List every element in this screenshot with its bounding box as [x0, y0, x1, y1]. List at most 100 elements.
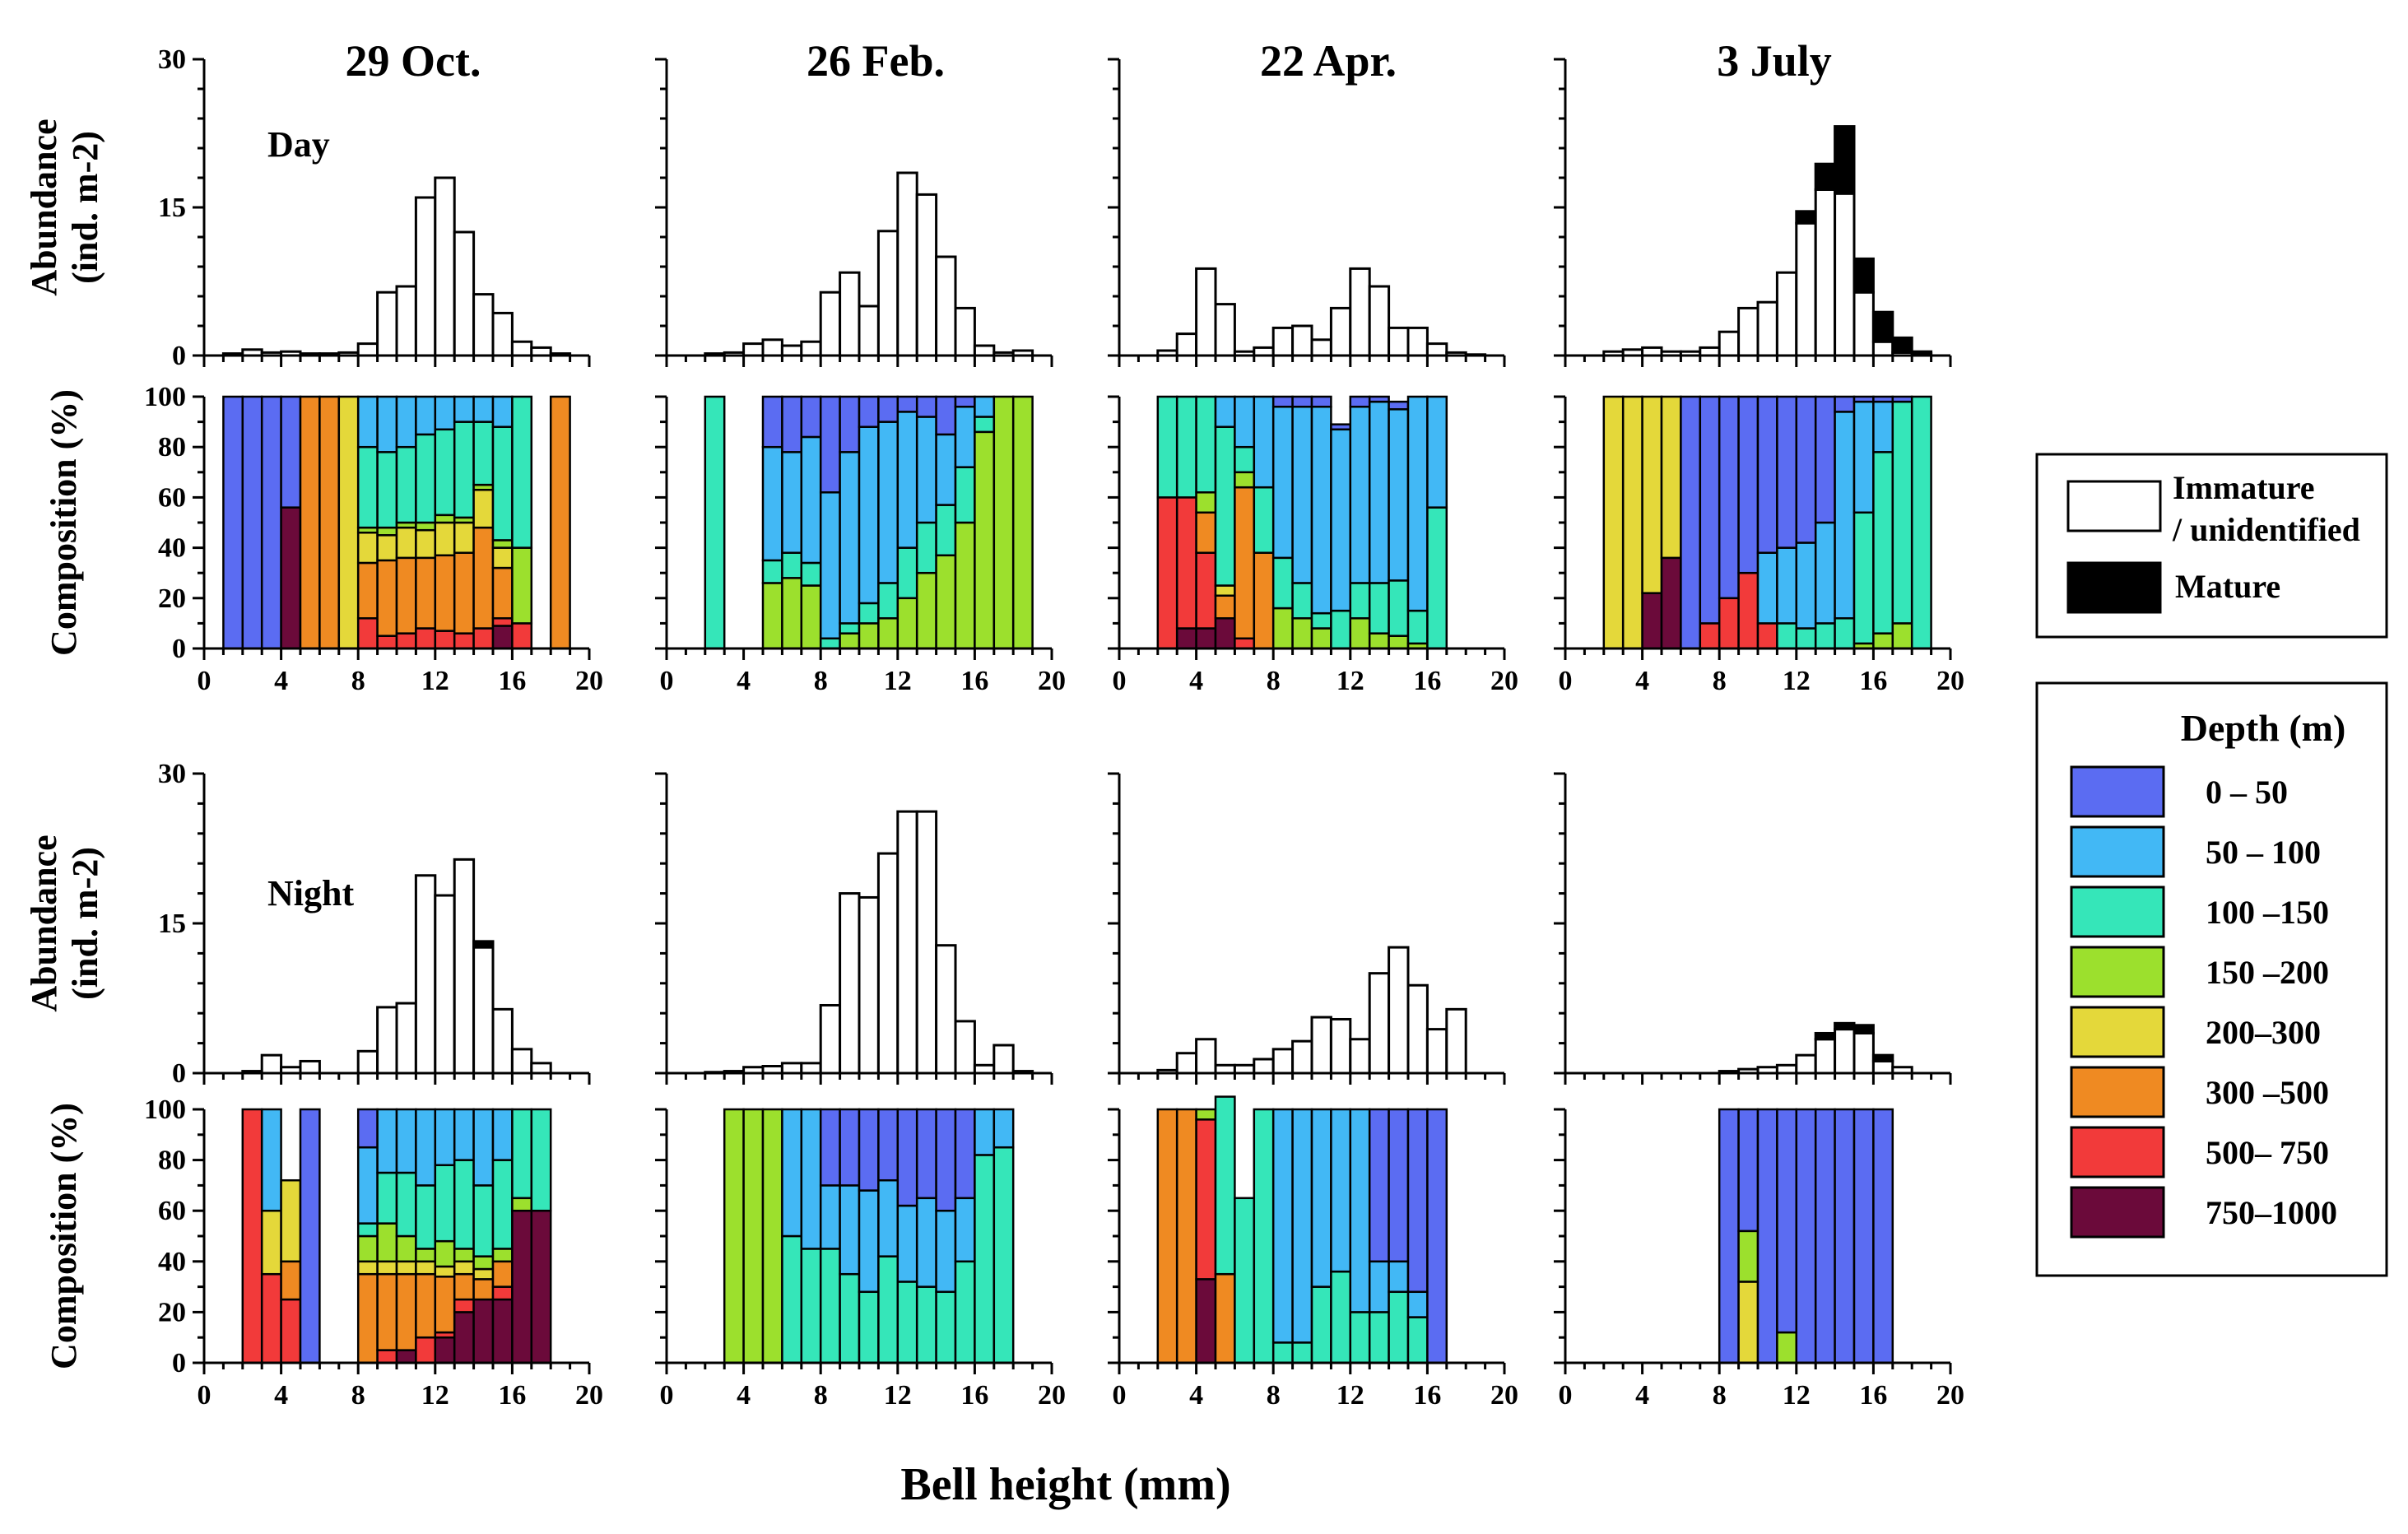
- segment-300-500: [1214, 1272, 1236, 1364]
- bar-immature: [472, 946, 495, 1075]
- segment-50-100: [858, 425, 880, 605]
- y-tick-label: 80: [158, 432, 186, 463]
- bar-immature: [1425, 342, 1448, 357]
- segment-50-100: [491, 1108, 514, 1161]
- segment-50-100: [1852, 400, 1875, 514]
- segment-150-200: [915, 571, 937, 650]
- y-axis-title: Composition (%): [44, 1103, 84, 1369]
- bar-immature: [1445, 1007, 1467, 1075]
- segment-0-50: [1310, 395, 1332, 408]
- segment-0-50: [260, 395, 282, 650]
- legend-swatch-immature: [2066, 480, 2162, 532]
- segment-500-750: [1234, 637, 1256, 650]
- segment-0-50: [761, 395, 783, 449]
- x-tick-label: 4: [737, 1380, 751, 1411]
- bar-mature: [1891, 336, 1913, 354]
- segment-50-100: [954, 1197, 976, 1263]
- bar-immature: [915, 193, 938, 357]
- segment-150-200: [877, 617, 900, 650]
- bar-mature: [1871, 1053, 1894, 1062]
- bar-immature: [1349, 1038, 1371, 1075]
- x-tick-label: 20: [1038, 666, 1066, 696]
- segment-50-100: [781, 1108, 803, 1238]
- segment-150-200: [1291, 617, 1313, 650]
- y-tick-label: 60: [158, 482, 186, 513]
- bar-immature: [1388, 946, 1410, 1075]
- segment-50-100: [839, 451, 861, 625]
- segment-50-100: [434, 395, 456, 431]
- bar-immature: [1737, 306, 1760, 357]
- x-tick-label: 20: [1490, 666, 1518, 696]
- segment-200-300: [376, 1260, 398, 1276]
- bar-immature: [1871, 1059, 1894, 1075]
- chart-night-abundance-4: [1554, 772, 1952, 1085]
- bar-immature: [1852, 1031, 1875, 1075]
- bar-immature: [472, 293, 495, 357]
- segment-0-50: [1756, 1108, 1778, 1364]
- segment-500-750: [472, 627, 495, 650]
- bar-immature: [1271, 1048, 1295, 1075]
- bar-immature: [453, 858, 476, 1075]
- segment-0-50: [1834, 1108, 1856, 1364]
- segment-300-500: [356, 561, 379, 620]
- segment-0-50: [1814, 395, 1836, 524]
- segment-300-500: [1253, 551, 1275, 650]
- legend-swatch-500-750: [2070, 1126, 2165, 1178]
- bar-mature: [1814, 162, 1837, 191]
- bar-immature: [376, 291, 398, 357]
- bar-immature: [1814, 1038, 1837, 1075]
- segment-50-100: [1330, 428, 1352, 612]
- segment-50-100: [472, 1108, 495, 1187]
- segment-50-100: [1214, 395, 1236, 428]
- x-tick-label: 12: [421, 1380, 449, 1411]
- segment-50-100: [1310, 1108, 1332, 1288]
- segment-500-750: [1195, 551, 1217, 630]
- segment-50-100: [1406, 395, 1429, 612]
- segment-500-750: [415, 1336, 437, 1364]
- segment-0-50: [1680, 395, 1702, 650]
- segment-150-200: [434, 1239, 456, 1268]
- segment-100-150: [1872, 451, 1894, 635]
- x-tick-label: 16: [960, 666, 988, 696]
- segment-750-1000: [1660, 556, 1682, 650]
- legend-label-immature: Immature: [2173, 469, 2315, 506]
- segment-200-300: [434, 521, 456, 557]
- segment-150-200: [511, 546, 533, 625]
- segment-750-1000: [280, 506, 302, 650]
- chart-night-abundance-1: 0 15 30 Abundance (ind. m-2): [24, 759, 591, 1089]
- bar-immature: [414, 196, 437, 357]
- segment-150-200: [511, 1197, 533, 1212]
- segment-150-200: [1195, 491, 1217, 514]
- bar-mature: [1852, 1024, 1875, 1034]
- bar-immature: [356, 1049, 379, 1075]
- segment-100-150: [1814, 622, 1836, 650]
- segment-100-150: [974, 416, 996, 434]
- x-tick-label: 0: [660, 666, 674, 696]
- segment-200-300: [472, 488, 495, 529]
- segment-300-500: [453, 1272, 475, 1301]
- y-axis-unit: (ind. m-2): [65, 131, 105, 284]
- segment-100-150: [356, 445, 379, 529]
- segment-500-750: [241, 1108, 263, 1364]
- bar-immature: [1291, 324, 1313, 357]
- segment-150-200: [1271, 607, 1294, 650]
- segment-750-1000: [530, 1209, 552, 1364]
- x-tick-label: 16: [1413, 666, 1441, 696]
- segment-500-750: [415, 627, 437, 650]
- segment-500-750: [511, 622, 533, 650]
- column-title: 29 Oct.: [346, 36, 481, 86]
- segment-300-500: [453, 551, 475, 635]
- segment-0-50: [877, 395, 900, 423]
- segment-50-100: [915, 416, 937, 524]
- bar-immature: [839, 892, 861, 1075]
- segment-750-1000: [491, 625, 514, 650]
- y-tick-label: 60: [158, 1196, 186, 1226]
- segment-100-150: [530, 1108, 552, 1212]
- y-tick-label: 15: [158, 909, 186, 939]
- x-tick-label: 12: [1783, 666, 1811, 696]
- bar-immature: [858, 304, 880, 357]
- segment-0-50: [1872, 1108, 1894, 1364]
- segment-50-100: [858, 1189, 880, 1294]
- legend-swatch-100-150: [2070, 886, 2165, 938]
- x-tick-label: 0: [1113, 1380, 1127, 1411]
